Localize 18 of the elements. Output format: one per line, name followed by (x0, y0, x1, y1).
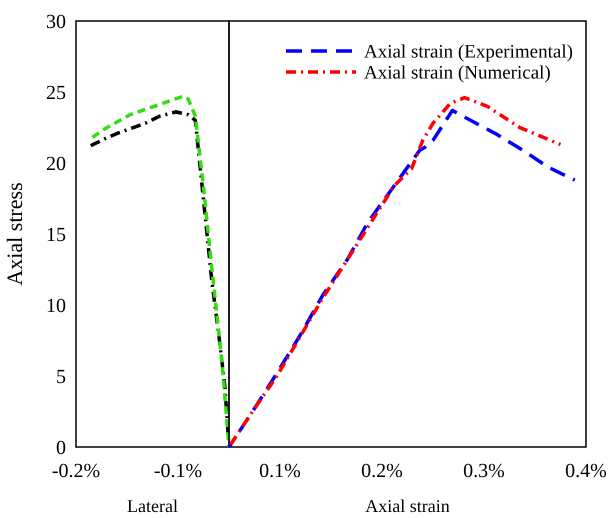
y-tick-label: 0 (56, 437, 66, 459)
y-axis-title: Axial stress (2, 182, 27, 286)
x-tick-label: 0.1% (259, 460, 301, 482)
y-tick-label: 10 (46, 295, 66, 317)
x-axis-title: Lateral (127, 496, 178, 516)
legend-label: Axial strain (Numerical) (364, 62, 551, 84)
y-tick-label: 15 (46, 224, 66, 246)
x-tick-label: 0.3% (463, 460, 505, 482)
y-tick-label: 5 (56, 366, 66, 388)
x-tick-label: 0.2% (361, 460, 403, 482)
y-tick-label: 20 (46, 153, 66, 175)
x-axis-title: Axial strain (365, 496, 450, 516)
y-tick-label: 25 (46, 82, 66, 104)
x-tick-label: -0.1% (154, 460, 202, 482)
x-tick-label: -0.2% (52, 460, 100, 482)
legend-label: Axial strain (Experimental) (364, 42, 573, 63)
y-tick-label: 30 (46, 11, 66, 33)
x-tick-label: 0.4% (565, 460, 607, 482)
